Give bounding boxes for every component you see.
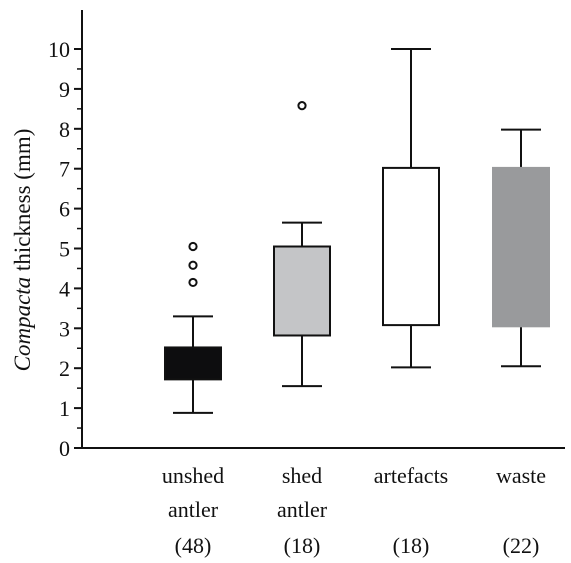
y-axis-label: Compacta thickness (mm) <box>10 129 35 372</box>
y-tick-label: 8 <box>59 117 70 142</box>
y-tick-label: 6 <box>59 197 70 222</box>
outlier-point <box>189 262 196 269</box>
category-label: waste <box>496 463 546 488</box>
y-tick-label: 7 <box>59 157 70 182</box>
box-group <box>493 130 549 367</box>
category-label: antler <box>277 497 328 522</box>
outlier-point <box>189 243 196 250</box>
y-tick-label: 9 <box>59 77 70 102</box>
category-labels: unshed antler (48) shed antler (18) artefacts (… <box>162 463 546 558</box>
category-label: artefacts <box>374 463 449 488</box>
category-count: (18) <box>284 533 321 558</box>
box-group <box>383 49 439 367</box>
category-count: (22) <box>503 533 540 558</box>
category-count: (48) <box>175 533 212 558</box>
y-axis-label-rest: thickness (mm) <box>10 129 35 277</box>
y-tick-label: 5 <box>59 237 70 262</box>
y-tick-label: 2 <box>59 356 70 381</box>
box-group <box>274 102 330 386</box>
box-group <box>165 243 221 413</box>
box-rect <box>493 168 549 326</box>
boxes-layer <box>165 49 549 413</box>
y-tick-label: 0 <box>59 436 70 461</box>
category-label: shed <box>282 463 322 488</box>
y-axis-label-italic: Compacta <box>10 277 35 372</box>
category-label: antler <box>168 497 219 522</box>
y-tick-label: 10 <box>48 37 70 62</box>
category-label: unshed <box>162 463 224 488</box>
y-tick-label: 1 <box>59 396 70 421</box>
box-rect <box>165 347 221 379</box>
outlier-point <box>298 102 305 109</box>
category-count: (18) <box>393 533 430 558</box>
outlier-point <box>189 279 196 286</box>
box-rect <box>274 247 330 336</box>
axes: 0 1 2 3 4 5 6 7 8 9 10 <box>48 10 565 461</box>
y-tick-label: 3 <box>59 316 70 341</box>
y-tick-label: 4 <box>59 276 70 301</box>
box-rect <box>383 168 439 325</box>
